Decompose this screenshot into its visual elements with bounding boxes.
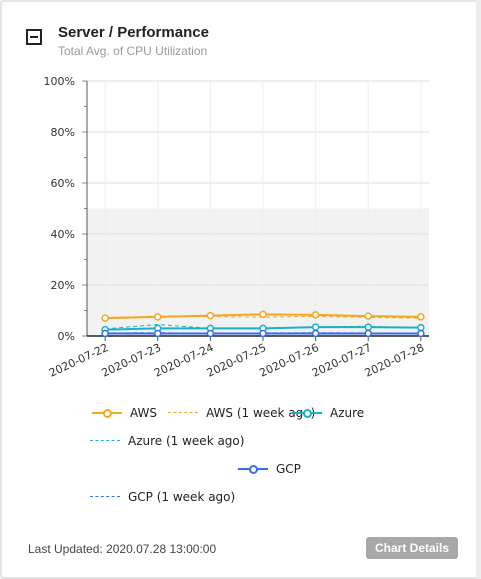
legend-label: Azure (1 week ago) xyxy=(128,434,245,448)
series-point-gcp xyxy=(206,329,215,338)
legend-label: AWS xyxy=(130,406,158,420)
legend-label: GCP xyxy=(276,462,301,476)
chart-details-button[interactable]: Chart Details xyxy=(366,537,458,559)
series-point-gcp xyxy=(101,329,109,338)
last-updated-text: Last Updated: 2020.07.28 13:00:00 xyxy=(28,542,217,556)
y-tick-label: 20% xyxy=(51,279,75,292)
legend-label: GCP (1 week ago) xyxy=(128,490,236,504)
legend-item-aws[interactable]: AWS xyxy=(92,406,157,420)
x-tick-label: 2020-07-23 xyxy=(100,341,163,380)
series-point-aws xyxy=(101,314,109,322)
series-point-azure xyxy=(364,323,372,331)
series-point-gcp xyxy=(154,329,162,338)
x-tick-label: 2020-07-22 xyxy=(47,341,110,380)
legend-item-azure-1-week-ago[interactable]: Azure (1 week ago) xyxy=(90,434,244,448)
y-tick-label: 60% xyxy=(51,177,75,190)
x-tick-label: 2020-07-25 xyxy=(205,341,268,380)
card-title: Server / Performance xyxy=(58,24,209,41)
series-point-azure xyxy=(417,323,425,332)
series-point-aws xyxy=(311,311,320,319)
series-point-aws xyxy=(364,312,372,320)
collapse-icon[interactable] xyxy=(26,29,42,45)
legend-item-azure[interactable]: Azure xyxy=(292,406,364,420)
series-line-azure-1-week-ago xyxy=(105,324,421,330)
series-point-aws xyxy=(206,311,215,320)
legend-swatch xyxy=(168,408,198,418)
legend-item-gcp[interactable]: GCP xyxy=(238,462,301,476)
series-point-gcp xyxy=(311,329,320,338)
legend-label: AWS (1 week ago) xyxy=(206,406,316,420)
y-tick-label: 40% xyxy=(51,228,75,241)
y-tick-label: 100% xyxy=(44,75,75,88)
x-tick-label: 2020-07-26 xyxy=(257,341,320,380)
series-point-gcp xyxy=(259,329,267,338)
x-tick-label: 2020-07-28 xyxy=(363,341,426,380)
legend-swatch xyxy=(238,464,268,474)
legend-item-gcp-1-week-ago[interactable]: GCP (1 week ago) xyxy=(90,490,235,504)
legend-swatch xyxy=(292,408,322,418)
legend-item-aws-1-week-ago[interactable]: AWS (1 week ago) xyxy=(168,406,315,420)
x-tick-label: 2020-07-27 xyxy=(310,341,373,380)
card-subtitle: Total Avg. of CPU Utilization xyxy=(58,44,208,58)
series-point-aws xyxy=(417,313,425,321)
series-point-gcp xyxy=(364,329,372,338)
cpu-line-chart: 0%20%40%60%80%100%2020-07-222020-07-2320… xyxy=(44,75,429,380)
legend-swatch xyxy=(90,436,120,446)
scrollbar[interactable] xyxy=(476,0,481,579)
legend-label: Azure xyxy=(330,406,365,420)
legend-swatch xyxy=(90,492,120,502)
series-point-aws xyxy=(154,313,162,321)
legend-swatch xyxy=(92,408,122,418)
series-point-aws xyxy=(259,310,267,319)
series-point-azure xyxy=(311,323,320,331)
series-point-gcp xyxy=(417,329,425,338)
y-tick-label: 0% xyxy=(58,330,75,343)
y-tick-label: 80% xyxy=(51,126,75,139)
x-tick-label: 2020-07-24 xyxy=(152,341,215,380)
